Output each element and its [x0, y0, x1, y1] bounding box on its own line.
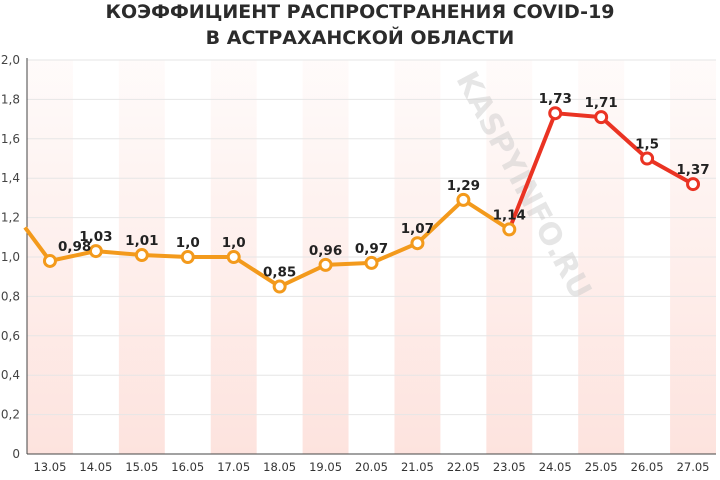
data-point — [640, 151, 655, 166]
data-point — [88, 244, 103, 259]
data-point — [548, 106, 563, 121]
x-tick-label: 23.05 — [493, 460, 526, 474]
data-point — [272, 279, 287, 294]
chart-title-line-2: В АСТРАХАНСКОЙ ОБЛАСТИ — [206, 26, 515, 49]
data-label: 1,37 — [676, 162, 709, 178]
data-points — [42, 106, 701, 294]
axes — [26, 58, 716, 455]
data-point — [42, 253, 57, 268]
x-tick-label: 17.05 — [217, 460, 250, 474]
series-line-orange — [23, 197, 511, 289]
data-label: 1,03 — [79, 229, 112, 245]
x-tick-label: 13.05 — [33, 460, 66, 474]
x-tick-label: 18.05 — [263, 460, 296, 474]
data-point — [686, 177, 701, 192]
y-tick-label: 0,2 — [1, 408, 20, 422]
x-tick-label: 20.05 — [355, 460, 388, 474]
data-label: 1,5 — [635, 137, 659, 153]
data-label: 0,85 — [263, 265, 296, 281]
x-tick-label: 15.05 — [125, 460, 158, 474]
data-point — [502, 222, 517, 237]
chart-title-line-1: КОЭФФИЦИЕНТ РАСПРОСТРАНЕНИЯ COVID-19 — [105, 1, 614, 23]
data-label: 1,01 — [125, 233, 158, 249]
data-point — [226, 250, 241, 264]
x-tick-label: 22.05 — [447, 460, 480, 474]
data-label: 0,96 — [309, 243, 342, 259]
data-point — [180, 250, 195, 264]
y-tick-label: 1,4 — [1, 171, 20, 185]
data-point — [456, 192, 471, 207]
x-tick-label: 24.05 — [539, 460, 572, 474]
data-label: 0,98 — [58, 239, 91, 255]
x-tick-label: 26.05 — [631, 460, 664, 474]
data-label: 1,29 — [447, 178, 480, 194]
y-tick-label: 1,8 — [1, 92, 20, 106]
x-tick-label: 16.05 — [171, 460, 204, 474]
data-point — [364, 255, 379, 270]
x-tick-labels: 13.05 14.05 15.05 16.05 17.05 18.05 19.05 20.05… — [33, 460, 709, 474]
y-tick-labels: 0 0,2 0,4 0,6 0,8 1,0 1,2 1,4 1,6 1,8 2,0 — [1, 53, 20, 461]
x-tick-label: 25.05 — [585, 460, 618, 474]
x-tick-label: 27.05 — [677, 460, 710, 474]
data-label: 1,0 — [222, 235, 246, 251]
y-tick-label: 0 — [12, 447, 20, 461]
data-label: 1,73 — [539, 91, 572, 107]
x-tick-label: 14.05 — [79, 460, 112, 474]
data-point — [134, 248, 149, 263]
data-label: 0,97 — [355, 241, 388, 257]
data-point — [318, 257, 333, 272]
y-tick-label: 0,4 — [1, 368, 20, 382]
gridlines — [27, 59, 716, 416]
y-tick-label: 1,6 — [1, 132, 20, 146]
y-tick-label: 0,6 — [1, 329, 20, 343]
y-tick-label: 0,8 — [1, 289, 20, 303]
data-label: 1,0 — [176, 235, 200, 251]
y-tick-label: 2,0 — [1, 53, 20, 67]
x-tick-label: 19.05 — [309, 460, 342, 474]
y-tick-label: 1,0 — [1, 250, 20, 264]
data-label: 1,14 — [493, 207, 526, 223]
data-label: 1,07 — [401, 221, 434, 237]
data-labels: 0,981,03 1,01 1,0 1,0 0,85 0,96 0,97 1,07 1,29 1,… — [58, 91, 710, 280]
x-tick-label: 21.05 — [401, 460, 434, 474]
data-point — [410, 236, 425, 251]
data-label: 1,71 — [585, 95, 618, 111]
data-point — [594, 110, 609, 125]
y-tick-label: 1,2 — [1, 211, 20, 225]
